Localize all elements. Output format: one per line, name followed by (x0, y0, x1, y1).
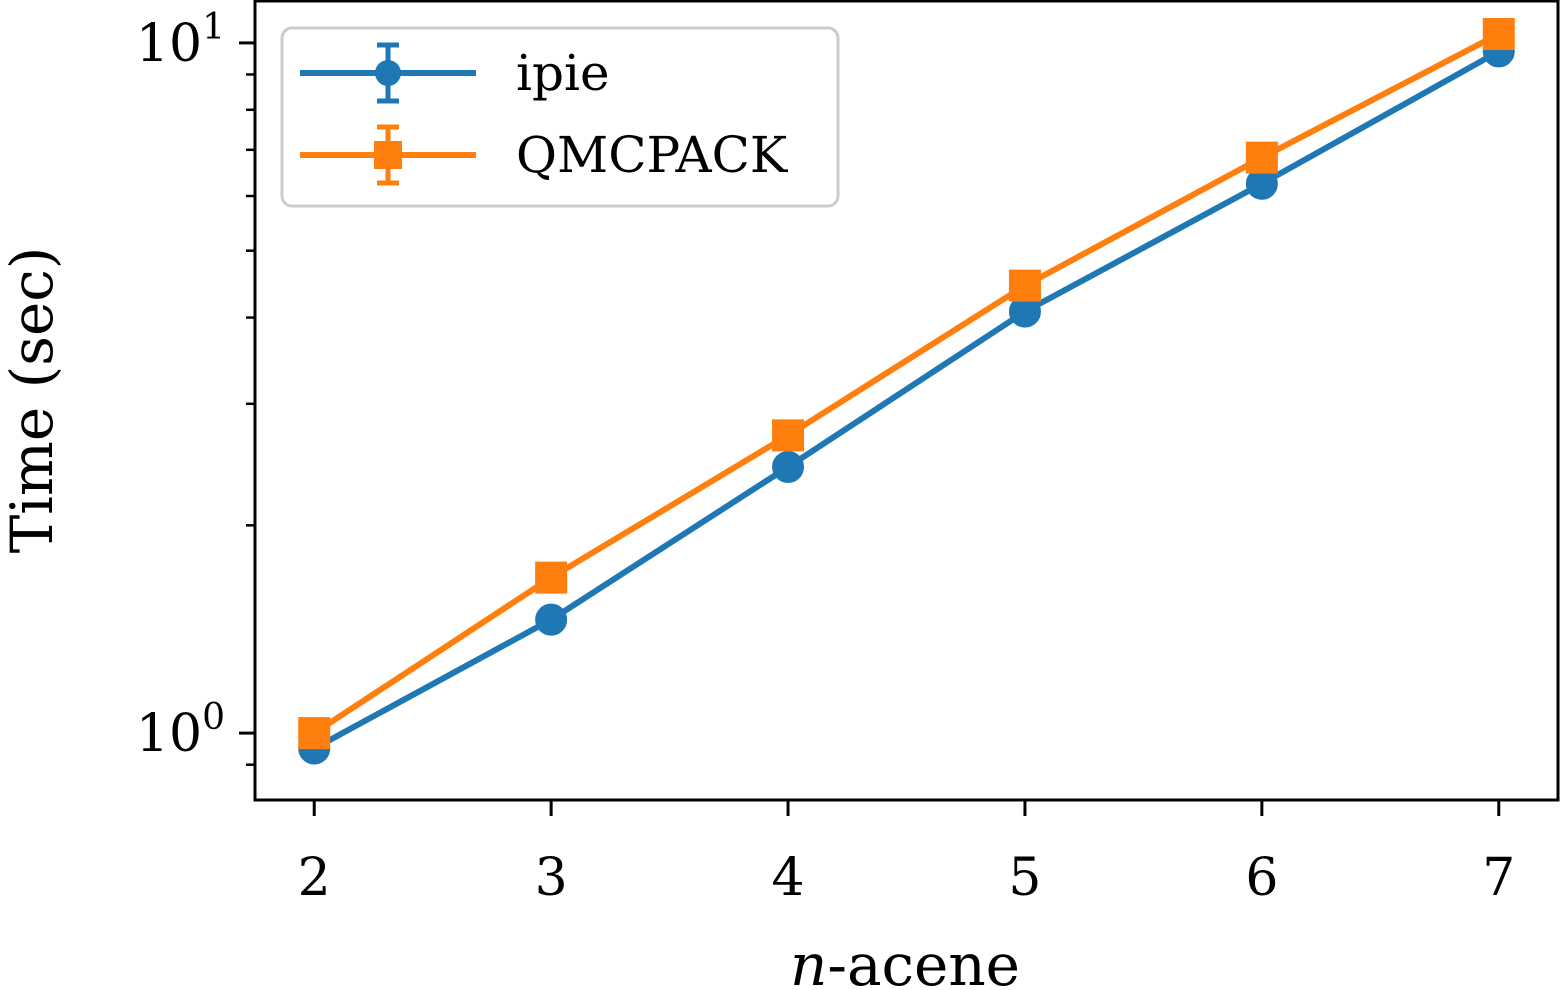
legend-label-ipie: ipie (516, 44, 610, 102)
legend-label-QMCPACK: QMCPACK (516, 126, 789, 184)
legend: ipie QMCPACK (280, 26, 840, 208)
y-tick-label-10: 101 (136, 7, 225, 74)
x-tick-label-4: 4 (771, 848, 804, 908)
x-axis: 2 3 4 5 6 7 (298, 800, 1515, 908)
legend-marker-ipie (375, 60, 401, 86)
series-line-QMCPACK (312, 31, 1501, 736)
x-tick-label-2: 2 (298, 848, 331, 908)
data-point-ipie-4 (772, 450, 805, 483)
x-tick-label-6: 6 (1245, 848, 1278, 908)
y-tick-label-1: 100 (136, 697, 225, 764)
data-point-QMCPACK-6 (1245, 141, 1278, 174)
data-point-QMCPACK-5 (1008, 269, 1041, 302)
data-point-QMCPACK-7 (1482, 18, 1515, 51)
series-line-ipie (312, 48, 1501, 752)
data-point-QMCPACK-3 (535, 561, 568, 594)
x-tick-label-5: 5 (1008, 848, 1041, 908)
y-axis-title: Time (sec) (0, 247, 66, 554)
x-tick-label-7: 7 (1482, 848, 1515, 908)
x-axis-title-rest: -acene (827, 931, 1020, 990)
x-axis-title: n-acene (790, 931, 1020, 990)
x-axis-title-italic: n (790, 931, 827, 990)
legend-marker-QMCPACK (374, 141, 402, 169)
x-tick-label-3: 3 (535, 848, 568, 908)
series-layer (298, 18, 1515, 765)
y-axis: 100 101 (136, 7, 255, 766)
data-point-ipie-3 (535, 603, 568, 636)
data-point-QMCPACK-2 (298, 717, 331, 750)
data-point-QMCPACK-4 (772, 419, 805, 452)
plot-frame (253, 0, 1560, 802)
